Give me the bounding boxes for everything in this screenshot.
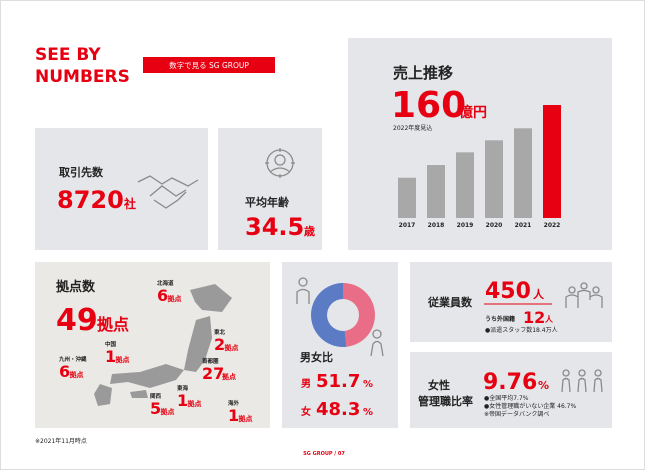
unit: % xyxy=(538,379,549,392)
region-unit: 拠点 xyxy=(225,343,239,352)
japan-map xyxy=(94,284,232,406)
region-unit: 拠点 xyxy=(70,370,84,379)
x-tick-label: 2022 xyxy=(544,222,561,229)
donut-chart xyxy=(311,283,376,347)
label: 拠点数 xyxy=(56,279,96,295)
title: SEE BY xyxy=(35,45,101,65)
gender-values: 男 51.7 % 女 48.3% xyxy=(301,371,373,420)
unit: 人 xyxy=(545,314,554,324)
region-unit: 拠点 xyxy=(168,294,182,303)
region-value: 6 xyxy=(59,362,70,381)
note: ●女性管理職がいない企業 46.7% xyxy=(484,402,577,410)
value: 49 xyxy=(56,303,98,338)
group-icon xyxy=(565,282,603,308)
region-value: 27 xyxy=(202,364,224,383)
target-icon xyxy=(265,148,295,178)
bar xyxy=(485,140,503,218)
region-unit: 拠点 xyxy=(116,355,130,364)
unit: 人 xyxy=(533,287,545,301)
x-tick-label: 2019 xyxy=(457,222,474,229)
value: 8720 xyxy=(57,186,124,214)
value: 34.5 xyxy=(245,213,304,241)
region-value: 5 xyxy=(150,399,161,418)
x-tick-label: 2018 xyxy=(428,222,445,229)
women-icon xyxy=(561,369,603,393)
region-name: 関西 xyxy=(150,392,162,400)
bar xyxy=(427,165,445,218)
bar-chart: 2017 2018 2019 2020 2021 2022 xyxy=(398,105,561,229)
region-name: 東海 xyxy=(177,384,189,392)
unit: 億円 xyxy=(459,104,487,121)
series-name: 男 xyxy=(301,378,311,390)
unit: 拠点 xyxy=(97,315,129,334)
region-value: 1 xyxy=(105,347,116,366)
panel xyxy=(218,128,322,250)
note: ●派遣スタッフ数18.4万人 xyxy=(485,326,558,334)
sub-label: うち外国籍 xyxy=(485,315,515,323)
donut-slice xyxy=(311,283,347,347)
series-name: 女 xyxy=(301,405,311,418)
title: NUMBERS xyxy=(35,67,130,87)
bar xyxy=(456,152,474,218)
person-icon xyxy=(296,277,384,357)
unit: % xyxy=(363,407,373,418)
note: 2022年度見込 xyxy=(393,124,432,132)
bar xyxy=(398,177,416,218)
bar xyxy=(543,105,561,218)
panel xyxy=(35,262,270,428)
value: 450 xyxy=(485,279,531,304)
badge-text: 数字で見る SG GROUP xyxy=(169,60,249,70)
unit: % xyxy=(363,379,373,390)
series-value: 48.3 xyxy=(316,399,360,420)
footnote: ※2021年11月時点 xyxy=(35,437,87,445)
note: ※帝国データバンク調べ xyxy=(484,410,549,418)
unit: 社 xyxy=(123,196,136,211)
x-tick-label: 2021 xyxy=(515,222,532,229)
label: 女性 xyxy=(428,378,450,392)
label: 従業員数 xyxy=(427,295,473,309)
label: 管理職比率 xyxy=(418,394,473,408)
label: 平均年齢 xyxy=(245,195,290,209)
value: 9.76 xyxy=(483,370,537,395)
bar xyxy=(514,128,532,218)
region-name: 中国 xyxy=(105,340,117,348)
handshake-icon xyxy=(137,175,199,209)
region-unit: 拠点 xyxy=(188,399,202,408)
region-unit: 拠点 xyxy=(161,407,175,416)
panel xyxy=(35,128,208,250)
label: 男女比 xyxy=(300,350,333,364)
series-value: 51.7 xyxy=(316,371,360,392)
region-unit: 拠点 xyxy=(239,414,253,423)
label: 売上推移 xyxy=(393,64,453,82)
headline-value: 160 xyxy=(391,85,466,126)
label: 取引先数 xyxy=(59,165,104,179)
badge xyxy=(143,57,275,73)
region-value: 1 xyxy=(177,391,188,410)
region-name: 海外 xyxy=(228,399,240,407)
panel xyxy=(348,38,612,250)
region-unit: 拠点 xyxy=(222,372,236,381)
x-tick-label: 2017 xyxy=(399,222,416,229)
page-number: SG GROUP / 07 xyxy=(303,451,345,457)
sub-value: 12 xyxy=(523,308,545,327)
region-name: 首都圏 xyxy=(202,357,219,365)
donut-slice xyxy=(343,283,376,347)
region-name: 北海道 xyxy=(157,279,174,287)
x-tick-label: 2020 xyxy=(486,222,503,229)
region-name: 九州・沖縄 xyxy=(58,355,87,363)
note: ●全国平均7.7% xyxy=(484,394,529,402)
unit: 歳 xyxy=(304,224,315,238)
region-value: 2 xyxy=(214,335,225,354)
region-value: 1 xyxy=(228,406,239,425)
region-name: 東北 xyxy=(214,328,226,336)
region-value: 6 xyxy=(157,286,168,305)
